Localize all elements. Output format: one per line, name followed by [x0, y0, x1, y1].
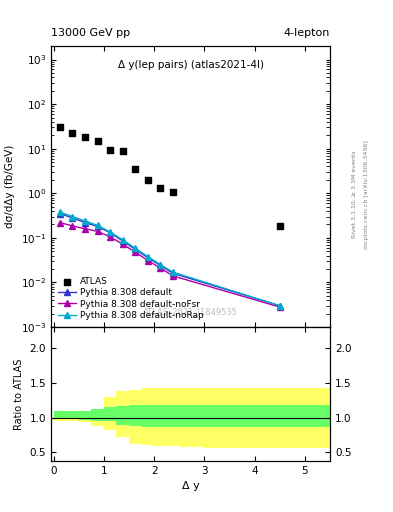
ATLAS — [277, 222, 283, 230]
Pythia 8.308 default-noFsr — [171, 273, 175, 279]
Pythia 8.308 default — [277, 303, 282, 309]
ATLAS — [94, 137, 101, 145]
Pythia 8.308 default-noFsr — [277, 304, 282, 310]
Text: 13000 GeV pp: 13000 GeV pp — [51, 28, 130, 38]
Pythia 8.308 default-noFsr — [83, 226, 87, 232]
Text: mcplots.cern.ch [arXiv:1306.3436]: mcplots.cern.ch [arXiv:1306.3436] — [364, 140, 369, 249]
Pythia 8.308 default-noRap — [120, 237, 125, 243]
Line: Pythia 8.308 default-noRap: Pythia 8.308 default-noRap — [57, 209, 283, 309]
Pythia 8.308 default-noRap — [158, 262, 163, 268]
ATLAS — [57, 123, 63, 132]
Text: 4-lepton: 4-lepton — [284, 28, 330, 38]
Pythia 8.308 default-noFsr — [120, 241, 125, 247]
Pythia 8.308 default-noFsr — [133, 249, 138, 255]
Line: Pythia 8.308 default: Pythia 8.308 default — [57, 211, 283, 309]
ATLAS — [132, 165, 138, 173]
Pythia 8.308 default — [70, 215, 75, 221]
Pythia 8.308 default-noRap — [108, 229, 112, 235]
Pythia 8.308 default-noRap — [70, 214, 75, 220]
Legend: ATLAS, Pythia 8.308 default, Pythia 8.308 default-noFsr, Pythia 8.308 default-no: ATLAS, Pythia 8.308 default, Pythia 8.30… — [55, 274, 206, 323]
Pythia 8.308 default-noFsr — [158, 265, 163, 271]
Pythia 8.308 default-noRap — [95, 222, 100, 228]
Pythia 8.308 default-noFsr — [57, 220, 62, 226]
X-axis label: Δ y: Δ y — [182, 481, 200, 491]
Y-axis label: dσ/dΔy (fb/GeV): dσ/dΔy (fb/GeV) — [5, 145, 15, 228]
Pythia 8.308 default — [145, 254, 150, 261]
Pythia 8.308 default-noRap — [57, 209, 62, 215]
Pythia 8.308 default — [133, 246, 138, 252]
Pythia 8.308 default-noRap — [133, 245, 138, 251]
Line: Pythia 8.308 default-noFsr: Pythia 8.308 default-noFsr — [57, 220, 283, 310]
Pythia 8.308 default — [57, 210, 62, 217]
Text: Δ y(lep pairs) (atlas2021-4l): Δ y(lep pairs) (atlas2021-4l) — [118, 60, 264, 70]
Pythia 8.308 default-noRap — [145, 253, 150, 260]
ATLAS — [107, 145, 113, 154]
Pythia 8.308 default — [171, 270, 175, 276]
Pythia 8.308 default — [120, 238, 125, 244]
Pythia 8.308 default-noFsr — [145, 258, 150, 264]
Pythia 8.308 default-noFsr — [70, 223, 75, 229]
ATLAS — [82, 133, 88, 141]
Pythia 8.308 default-noRap — [83, 218, 87, 224]
Pythia 8.308 default — [108, 230, 112, 236]
Pythia 8.308 default — [158, 263, 163, 269]
Pythia 8.308 default-noRap — [277, 303, 282, 309]
ATLAS — [119, 146, 126, 155]
ATLAS — [157, 184, 163, 193]
Pythia 8.308 default — [95, 223, 100, 229]
ATLAS — [69, 129, 75, 137]
Pythia 8.308 default-noRap — [171, 269, 175, 275]
Pythia 8.308 default-noFsr — [95, 228, 100, 234]
ATLAS — [170, 188, 176, 197]
Text: Rivet 3.1.10, ≥ 3.3M events: Rivet 3.1.10, ≥ 3.3M events — [352, 151, 357, 239]
Y-axis label: Ratio to ATLAS: Ratio to ATLAS — [14, 358, 24, 430]
Text: ATLAS_2021_I1849535: ATLAS_2021_I1849535 — [143, 307, 238, 316]
Pythia 8.308 default-noFsr — [108, 234, 112, 240]
Pythia 8.308 default — [83, 220, 87, 226]
ATLAS — [145, 176, 151, 184]
